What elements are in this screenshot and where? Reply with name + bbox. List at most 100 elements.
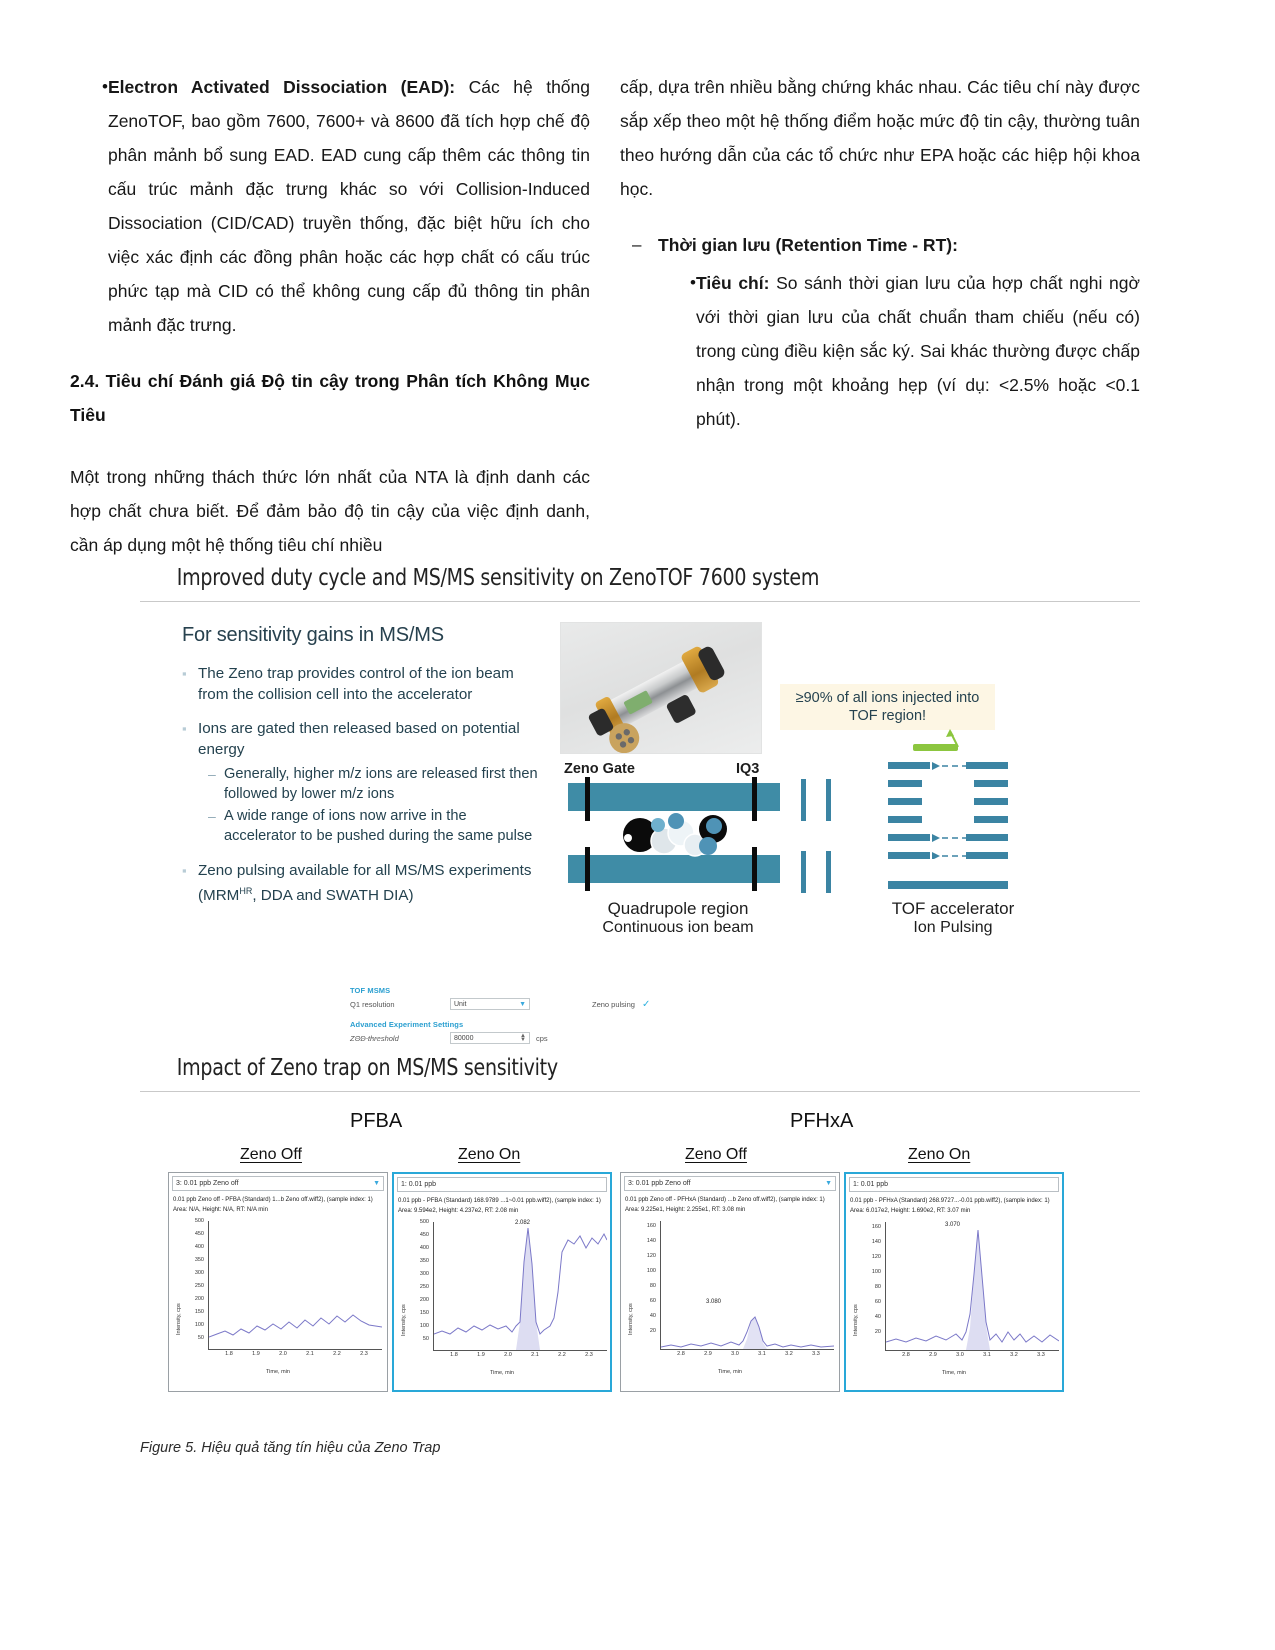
y-tick: 100 [419, 1323, 429, 1329]
x-tick: 2.3 [585, 1352, 593, 1358]
x-axis-label: Time, min [718, 1369, 742, 1375]
x-tick: 1.8 [450, 1352, 458, 1358]
tof-grid-l6 [888, 852, 930, 859]
zeno-gate-label: Zeno Gate [564, 761, 635, 777]
x-tick: 2.1 [531, 1352, 539, 1358]
x-tick: 2.2 [558, 1352, 566, 1358]
x-tick: 3.0 [956, 1352, 964, 1358]
sample-select-value: 1: 0.01 ppb [853, 1181, 889, 1188]
zod-threshold-row: ZOD threshold 80000 ▲ ▼ cps [350, 1032, 700, 1044]
y-tick: 200 [419, 1297, 429, 1303]
chevron-down-icon: ▼ [373, 1180, 380, 1187]
slide1-title: Improved duty cycle and MS/MS sensitivit… [176, 565, 820, 591]
square-bullet-icon: ▪ [182, 863, 187, 878]
tof-grid-l2 [888, 780, 922, 787]
zod-threshold-input[interactable]: 80000 ▲ ▼ [450, 1032, 530, 1044]
ion-arrow-icon [946, 729, 959, 748]
x-tick: 2.0 [279, 1351, 287, 1357]
label-pfba-zeno-on: Zeno On [458, 1146, 521, 1163]
sample-info-line1: 0.01 ppb - PFBA (Standard) 168.9789 ...1… [398, 1198, 601, 1204]
y-tick: 450 [419, 1232, 429, 1238]
slide1-divider [140, 601, 1140, 602]
x-axis-line [433, 1350, 607, 1351]
zeno-trap-instrument-photo [560, 622, 762, 754]
x-axis-label: Time, min [266, 1369, 290, 1375]
tof-grid-l1 [888, 762, 930, 769]
slide-zeno-impact: Impact of Zeno trap on MS/MS sensitivity… [140, 1055, 1140, 1435]
sample-info-line2: Area: 9.594e2, Height: 4.237e2, RT: 2.08… [398, 1208, 519, 1214]
square-bullet-icon: ▪ [182, 666, 187, 681]
sub-bullet-body: So sánh thời gian lưu của hợp chất nghi … [696, 273, 1140, 429]
slide2-divider [140, 1091, 1140, 1092]
bullet-marker: • [102, 77, 108, 96]
sub-list-item-label: A wide range of ions now arrive in the a… [224, 808, 533, 844]
sub-bullet-lead: Tiêu chí: [696, 273, 770, 293]
x-tick: 2.3 [360, 1351, 368, 1357]
y-tick: 80 [649, 1283, 656, 1289]
square-bullet-icon: ▪ [182, 721, 187, 736]
chromatogram-pfhxa-on[interactable]: 1: 0.01 ppb 0.01 ppb - PFHxA (Standard) … [844, 1172, 1064, 1392]
y-tick: 20 [649, 1328, 656, 1334]
tof-msms-group-title: TOF MSMS [350, 986, 391, 995]
bullet-ead-body: Các hệ thống ZenoTOF, bao gồm 7600, 7600… [108, 77, 590, 335]
sub-list-item-label: Generally, higher m/z ions are released … [224, 766, 538, 802]
chromatogram-pfba-on[interactable]: 1: 0.01 ppb 0.01 ppb - PFBA (Standard) 1… [392, 1172, 612, 1392]
sample-info-line2: Area: 6.017e2, Height: 1.690e2, RT: 3.07… [850, 1208, 971, 1214]
paragraph-nta-intro: Một trong những thách thức lớn nhất của … [70, 467, 590, 555]
y-tick: 400 [419, 1245, 429, 1251]
slide1-section-heading: For sensitivity gains in MS/MS [182, 624, 444, 646]
sample-select-value: 1: 0.01 ppb [401, 1181, 437, 1188]
chromatogram-pfba-off[interactable]: 3: 0.01 ppb Zeno off ▼ 0.01 ppb Zeno off… [168, 1172, 388, 1392]
sub-bullet-text: Tiêu chí: So sánh thời gian lưu của hợp … [696, 266, 1140, 436]
q1-resolution-row: Q1 resolution Unit ▼ Zeno pulsing ✓ [350, 998, 700, 1010]
stepper-icon[interactable]: ▲ ▼ [520, 1033, 526, 1043]
sample-select-dropdown[interactable]: 3: 0.01 ppb Zeno off ▼ [172, 1176, 384, 1191]
tof-grid-l3 [888, 798, 922, 805]
y-tick: 300 [194, 1270, 204, 1276]
sample-info-line2: Area: 9.225e1, Height: 2.255e1, RT: 3.08… [625, 1207, 746, 1213]
sample-select-dropdown[interactable]: 1: 0.01 ppb [849, 1177, 1059, 1192]
zeno-gate-electrode-top [585, 777, 590, 821]
tof-grid-r1 [966, 762, 1008, 769]
list-item: ▪ Zeno pulsing available for all MS/MS e… [182, 860, 542, 906]
y-tick: 160 [871, 1224, 881, 1230]
sub-list-item: – Generally, higher m/z ions are release… [208, 764, 542, 804]
lens-plate-2-bottom [826, 851, 831, 893]
list-item-label: Ions are gated then released based on po… [198, 720, 520, 758]
sample-info-line1: 0.01 ppb Zeno off - PFBA (Standard) 1...… [173, 1197, 373, 1203]
paragraph-continuation: cấp, dựa trên nhiều bằng chứng khác nhau… [620, 77, 1140, 199]
x-tick: 2.2 [333, 1351, 341, 1357]
x-tick: 2.8 [677, 1351, 685, 1357]
q1-resolution-select[interactable]: Unit ▼ [450, 998, 530, 1010]
dash-bullet-icon: – [208, 808, 216, 824]
heading-section-2-4: 2.4. Tiêu chí Đánh giá Độ tin cậy trong … [70, 371, 590, 425]
iq3-electrode-top [752, 777, 757, 821]
zeno-pulsing-checkbox[interactable]: ✓ [642, 998, 651, 1010]
sample-select-dropdown[interactable]: 3: 0.01 ppb Zeno off ▼ [624, 1176, 836, 1191]
x-tick: 2.9 [704, 1351, 712, 1357]
q1-resolution-label: Q1 resolution [350, 999, 395, 1009]
chromatogram-pfhxa-off[interactable]: 3: 0.01 ppb Zeno off ▼ 0.01 ppb Zeno off… [620, 1172, 840, 1392]
tof-grid-r3 [974, 798, 1008, 805]
y-tick: 20 [874, 1329, 881, 1335]
tof-caption-sub: Ion Pulsing [913, 919, 993, 936]
sample-info-line2: Area: N/A, Height: N/A, RT: N/A min [173, 1207, 268, 1213]
x-axis-line [208, 1349, 382, 1350]
plot-area: Intensity, cps 500 450 400 350 300 250 2… [397, 1216, 607, 1381]
y-tick: 100 [646, 1268, 656, 1274]
zod-threshold-unit: cps [536, 1033, 548, 1043]
y-axis-line [660, 1221, 661, 1349]
trace-line [886, 1229, 1059, 1350]
x-tick: 3.2 [1010, 1352, 1018, 1358]
x-tick: 2.8 [902, 1352, 910, 1358]
y-tick: 150 [419, 1310, 429, 1316]
y-tick: 140 [646, 1238, 656, 1244]
y-tick: 80 [874, 1284, 881, 1290]
sample-select-dropdown[interactable]: 1: 0.01 ppb [397, 1177, 607, 1192]
peak-label: 3.070 [945, 1222, 961, 1228]
figure-caption: Figure 5. Hiệu quả tăng tín hiệu của Zen… [140, 1440, 441, 1456]
tof-grid-r4 [974, 816, 1008, 823]
y-tick: 50 [197, 1335, 204, 1341]
label-pfba-zeno-off: Zeno Off [240, 1146, 302, 1163]
y-tick: 300 [419, 1271, 429, 1277]
